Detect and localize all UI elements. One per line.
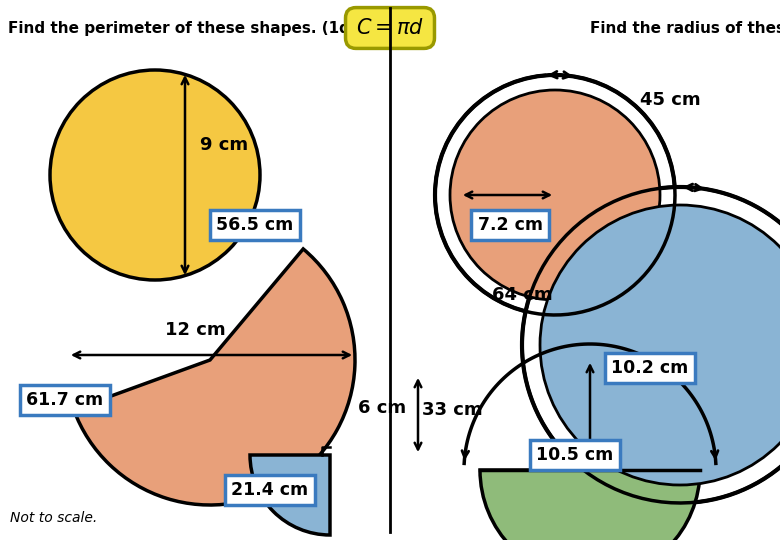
Text: $C = \pi d$: $C = \pi d$ <box>356 18 424 38</box>
Text: 6 cm: 6 cm <box>358 399 406 417</box>
Text: Not to scale.: Not to scale. <box>10 511 98 525</box>
Text: 7.2 cm: 7.2 cm <box>477 216 543 234</box>
Text: 10.2 cm: 10.2 cm <box>612 359 689 377</box>
Circle shape <box>435 75 675 315</box>
Text: 10.5 cm: 10.5 cm <box>537 446 614 464</box>
Wedge shape <box>74 249 355 505</box>
Text: 61.7 cm: 61.7 cm <box>27 391 104 409</box>
Text: 9 cm: 9 cm <box>200 136 248 154</box>
Wedge shape <box>480 470 700 540</box>
Text: Find the radius of these shapes.: Find the radius of these shapes. <box>590 21 780 36</box>
Text: 64 cm: 64 cm <box>492 286 552 304</box>
Circle shape <box>522 187 780 503</box>
Circle shape <box>540 205 780 485</box>
Text: 21.4 cm: 21.4 cm <box>232 481 309 499</box>
Circle shape <box>50 70 260 280</box>
Circle shape <box>450 90 660 300</box>
Text: Find the perimeter of these shapes. (1dp): Find the perimeter of these shapes. (1dp… <box>8 21 367 36</box>
Text: 56.5 cm: 56.5 cm <box>216 216 293 234</box>
Text: 33 cm: 33 cm <box>422 401 483 419</box>
Text: 12 cm: 12 cm <box>165 321 225 339</box>
Text: 45 cm: 45 cm <box>640 91 700 109</box>
Wedge shape <box>250 455 330 535</box>
